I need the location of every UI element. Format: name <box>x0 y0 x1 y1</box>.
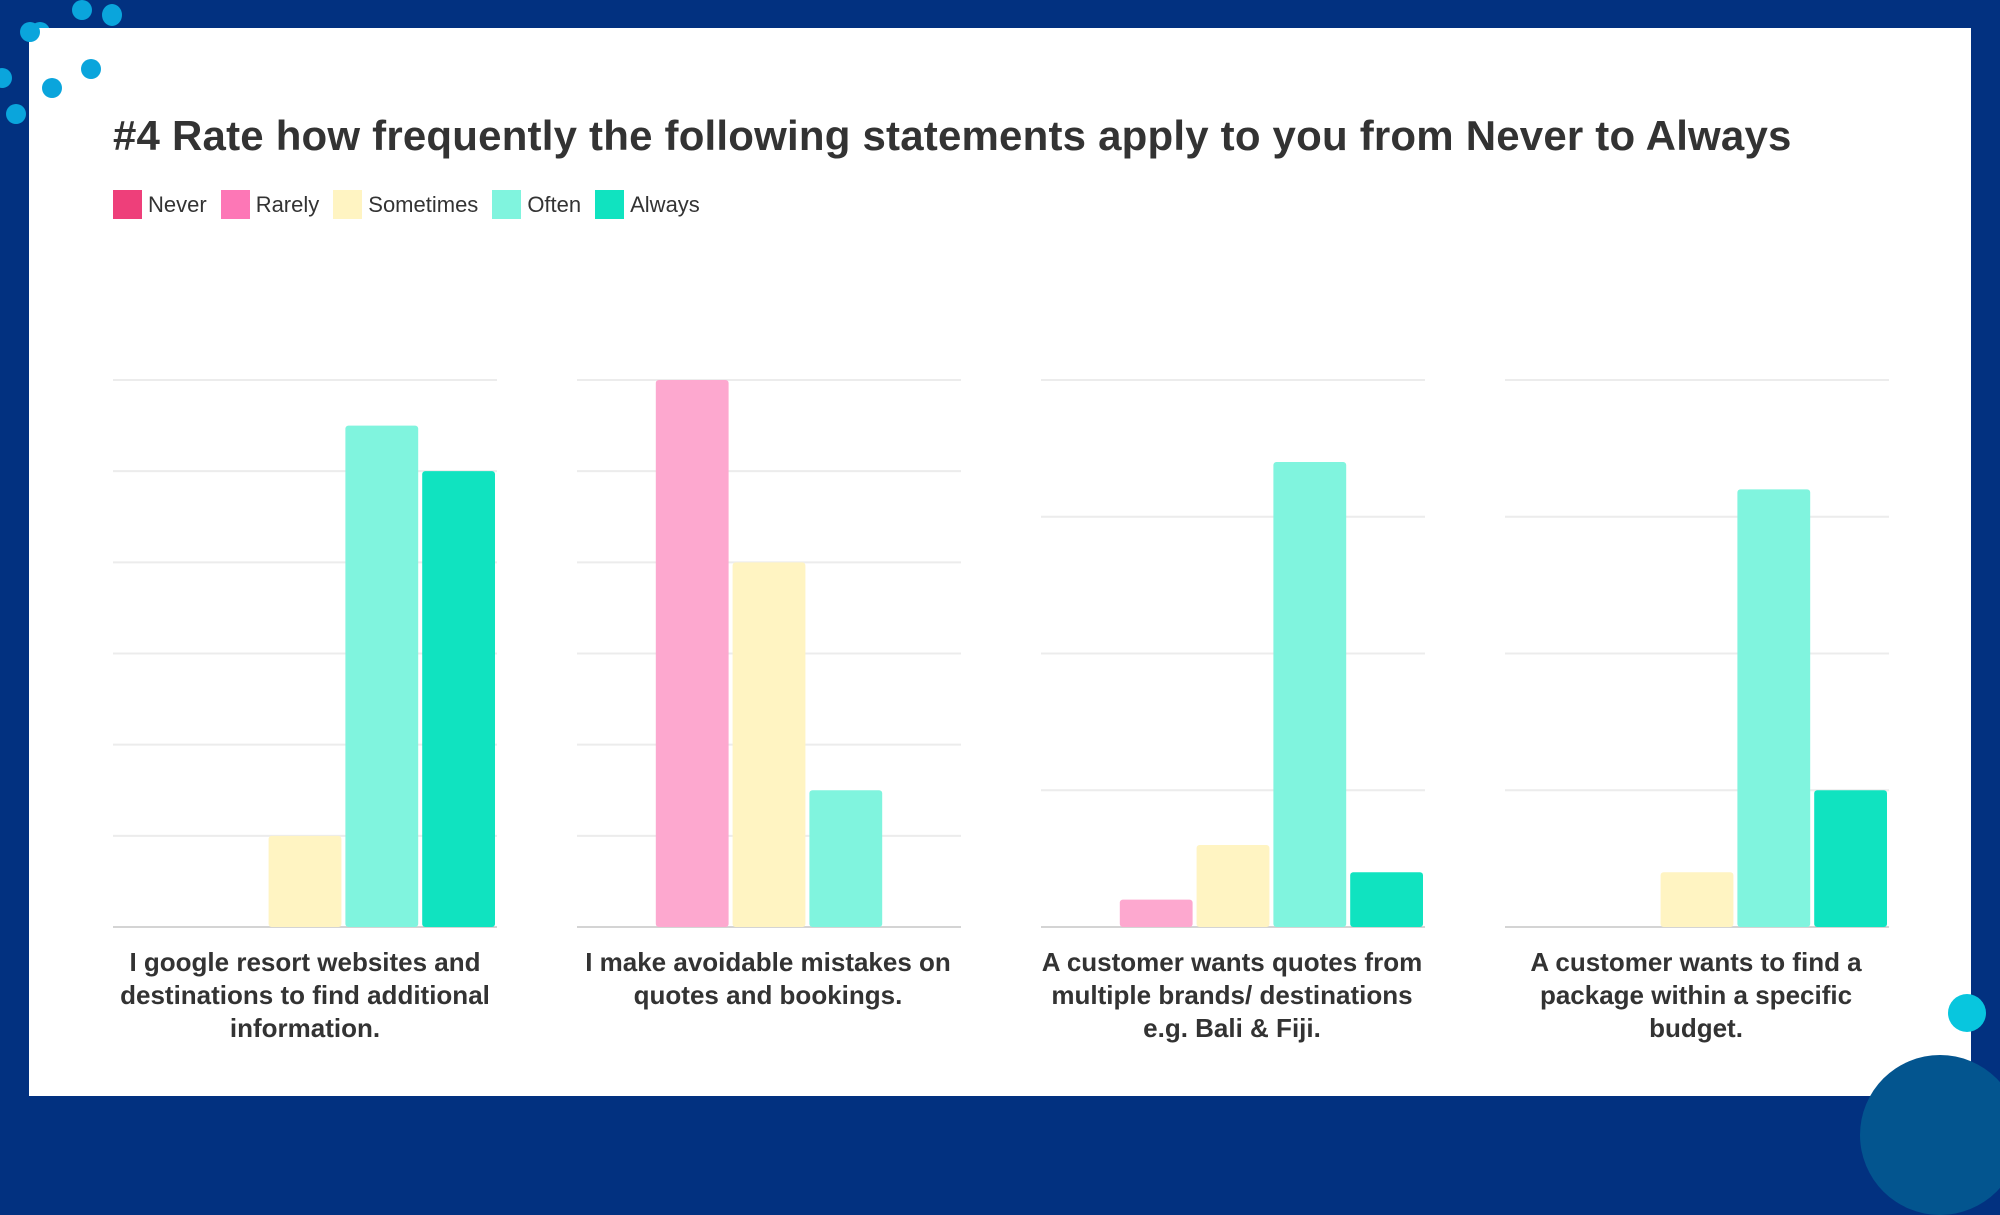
legend-swatch <box>492 190 522 219</box>
bar-sometimes <box>1196 844 1270 927</box>
legend-item-sometimes: Sometimes <box>333 190 478 219</box>
legend-swatch <box>333 190 363 219</box>
legend-item-rarely: Rarely <box>220 190 320 219</box>
chart-4-label: A customer wants to find a package withi… <box>1530 947 1862 1043</box>
legend-swatch <box>113 190 142 219</box>
bar-charts <box>113 379 1889 928</box>
decor-dot <box>1948 994 1986 1032</box>
legend-swatch <box>595 190 625 219</box>
chart-title: #4 Rate how frequently the following sta… <box>113 112 1792 159</box>
bar-sometimes <box>732 562 806 927</box>
decor-dot <box>72 0 92 20</box>
legend: Never Rarely Sometimes Often Always <box>113 190 700 219</box>
legend-label: Never <box>148 191 207 217</box>
decor-dot <box>42 78 62 98</box>
bar-often <box>345 425 419 927</box>
legend-item-often: Often <box>492 190 581 219</box>
legend-item-always: Always <box>595 190 700 219</box>
bar-always <box>1350 872 1423 927</box>
legend-swatch <box>220 190 250 219</box>
decor-dot <box>6 104 26 124</box>
chart-1-label: I google resort websites and destination… <box>120 947 490 1043</box>
bar-sometimes <box>268 835 342 927</box>
bar-often <box>1737 489 1811 927</box>
legend-label: Sometimes <box>368 191 479 217</box>
decor-dot <box>20 22 40 42</box>
bar-sometimes <box>1660 872 1734 927</box>
decor-dot <box>0 68 12 88</box>
bar-rarely <box>655 380 729 927</box>
decor-dot <box>102 4 122 26</box>
chart-2-label: I make avoidable mistakes on quotes and … <box>585 947 951 1010</box>
legend-item-never: Never <box>113 190 207 219</box>
legend-label: Often <box>527 191 582 217</box>
bar-always <box>1814 790 1887 927</box>
legend-label: Always <box>630 191 700 217</box>
bar-rarely <box>1119 899 1193 927</box>
bar-often <box>1273 462 1347 927</box>
chart-3-label: A customer wants quotes from multiple br… <box>1041 947 1423 1043</box>
decor-dot <box>81 59 101 79</box>
legend-label: Rarely <box>255 191 320 217</box>
bar-always <box>422 471 495 927</box>
bar-often <box>809 790 883 927</box>
